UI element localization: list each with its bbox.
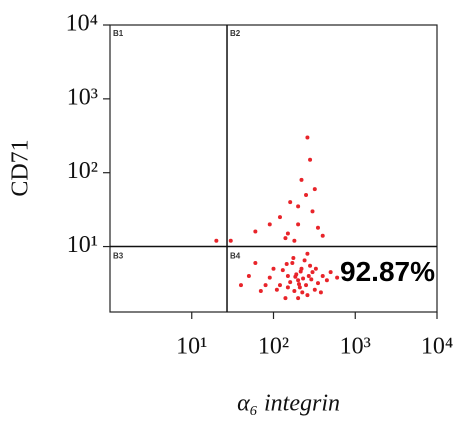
point xyxy=(288,280,293,285)
point xyxy=(328,270,333,275)
point xyxy=(299,177,304,182)
y-tick-label: 10² xyxy=(67,158,98,184)
point xyxy=(308,263,313,268)
point xyxy=(308,157,313,162)
point xyxy=(313,266,318,271)
annotation: 92.87% xyxy=(340,256,435,287)
point xyxy=(312,287,317,292)
point xyxy=(305,251,310,256)
point xyxy=(285,231,290,236)
point xyxy=(297,285,302,290)
point xyxy=(253,260,258,265)
point xyxy=(298,269,303,274)
point xyxy=(283,296,288,301)
point xyxy=(296,204,301,209)
y-axis-label: CD71 xyxy=(8,139,34,196)
point xyxy=(301,276,306,281)
quadrant-label: B2 xyxy=(230,29,241,38)
point xyxy=(320,233,325,238)
x-axis-label: α₆ integrin xyxy=(237,391,340,417)
point xyxy=(267,275,272,280)
x-tick-label: 10² xyxy=(258,334,289,360)
point xyxy=(292,289,297,294)
quadrant-label: B4 xyxy=(230,252,241,261)
y-tick-label: 10⁴ xyxy=(66,11,98,37)
point xyxy=(312,187,317,192)
point xyxy=(315,225,320,230)
point xyxy=(258,289,263,294)
quadrant-label: B1 xyxy=(113,29,124,38)
point xyxy=(335,275,340,280)
point xyxy=(296,282,301,287)
point xyxy=(292,238,297,243)
point xyxy=(296,278,301,283)
point xyxy=(318,290,323,295)
point xyxy=(284,262,289,267)
point xyxy=(296,296,301,301)
y-tick-label: 10¹ xyxy=(67,232,98,258)
point xyxy=(271,266,276,271)
quadrant-label: B3 xyxy=(113,252,124,261)
point xyxy=(304,283,309,288)
point xyxy=(324,278,329,283)
point xyxy=(274,287,279,292)
point xyxy=(288,200,293,205)
point xyxy=(302,258,307,263)
point xyxy=(309,277,314,282)
point xyxy=(305,293,310,298)
point xyxy=(310,209,315,214)
point xyxy=(277,215,282,220)
point xyxy=(238,283,243,288)
point xyxy=(304,192,309,197)
point xyxy=(306,273,311,278)
point xyxy=(246,273,251,278)
point xyxy=(228,238,233,243)
point xyxy=(310,270,315,275)
point xyxy=(285,285,290,290)
point xyxy=(280,268,285,273)
point xyxy=(214,238,219,243)
y-tick-label: 10³ xyxy=(67,84,98,110)
point xyxy=(320,273,325,278)
point xyxy=(315,281,320,286)
point xyxy=(263,283,268,288)
point xyxy=(291,256,296,261)
point xyxy=(253,229,258,234)
point xyxy=(267,222,272,227)
point xyxy=(277,283,282,288)
point xyxy=(283,236,288,241)
point xyxy=(296,222,301,227)
point xyxy=(300,290,305,295)
point xyxy=(285,273,290,278)
point xyxy=(293,274,298,279)
x-tick-label: 10¹ xyxy=(176,334,207,360)
x-tick-label: 10⁴ xyxy=(421,334,453,360)
x-tick-label: 10³ xyxy=(340,334,371,360)
point xyxy=(305,135,310,140)
point xyxy=(290,260,295,265)
